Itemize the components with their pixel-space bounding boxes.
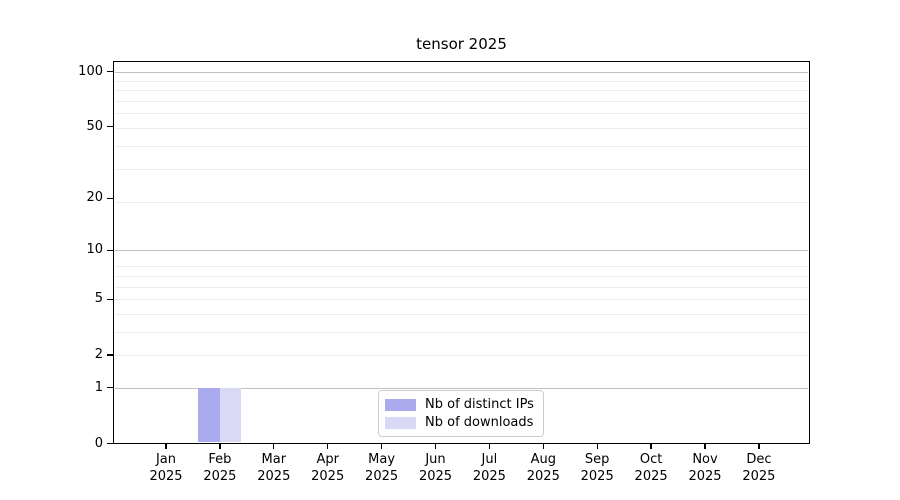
x-tick-mark [650, 443, 652, 449]
x-tick-label-month: Jan [155, 451, 177, 467]
y-tick-label: 0 [94, 435, 103, 451]
minor-gridline [115, 128, 808, 130]
x-tick-label: Feb 2025 [188, 451, 252, 485]
x-tick-label: Dec 2025 [727, 451, 791, 485]
minor-gridline [115, 146, 808, 148]
y-tick-label: 2 [94, 346, 103, 362]
legend-label-distinct-ips: Nb of distinct IPs [425, 397, 534, 412]
x-tick-label: Jan 2025 [134, 451, 198, 485]
x-tick-label: Jul 2025 [457, 451, 521, 485]
minor-gridline [115, 202, 808, 203]
x-tick-label: Sep 2025 [565, 451, 629, 485]
chart-title: tensor 2025 [416, 35, 507, 53]
minor-gridline [115, 80, 808, 82]
x-tick-label-month: Jun [425, 451, 446, 467]
x-tick-label: Oct 2025 [619, 451, 683, 485]
x-tick-label-year: 2025 [311, 468, 345, 484]
x-tick-label-month: Aug [530, 451, 556, 467]
x-tick-label-month: Nov [692, 451, 718, 467]
x-tick-label: Jun 2025 [404, 451, 468, 485]
x-tick-mark [327, 443, 329, 449]
x-tick-label-month: Mar [261, 451, 287, 467]
bar-distinct-ips [198, 387, 220, 442]
x-tick-label-year: 2025 [149, 468, 183, 484]
y-tick-mark [106, 442, 113, 445]
y-tick-label: 10 [86, 242, 103, 258]
minor-gridline [115, 331, 808, 333]
x-tick-label-year: 2025 [418, 468, 453, 484]
x-tick-mark [434, 443, 437, 449]
x-tick-label-year: 2025 [203, 468, 237, 484]
x-tick-mark [596, 443, 598, 449]
minor-gridline [115, 354, 808, 356]
minor-gridline [115, 266, 808, 268]
y-tick-mark [106, 125, 113, 128]
x-tick-label-month: Feb [208, 451, 232, 467]
x-tick-label-month: Jul [481, 451, 498, 467]
y-tick-mark [106, 249, 113, 251]
x-tick-mark [704, 443, 706, 449]
x-tick-label-year: 2025 [580, 468, 614, 484]
x-tick-label-year: 2025 [634, 468, 668, 484]
x-tick-label-year: 2025 [526, 468, 560, 484]
minor-gridline [115, 286, 808, 288]
major-gridline [115, 250, 808, 252]
x-tick-label-year: 2025 [742, 468, 776, 484]
y-tick-label: 1 [94, 379, 103, 395]
x-tick-label-month: Dec [746, 451, 772, 467]
x-tick-label: Mar 2025 [242, 451, 306, 485]
legend-label-downloads: Nb of downloads [425, 415, 534, 430]
x-tick-label-month: Oct [639, 451, 663, 467]
major-gridline [115, 387, 808, 389]
x-tick-label-month: May [368, 451, 396, 467]
legend-item-distinct-ips: Nb of distinct IPs [385, 397, 543, 412]
minor-gridline [115, 169, 808, 171]
y-tick-mark [106, 387, 113, 389]
x-tick-label-month: Apr [316, 451, 339, 467]
major-gridline [115, 71, 808, 73]
plot-area [113, 61, 810, 444]
x-tick-label: May 2025 [350, 451, 414, 485]
x-tick-mark [542, 443, 544, 449]
x-tick-label-month: Sep [584, 451, 610, 467]
x-tick-mark [758, 443, 760, 449]
x-tick-mark [219, 443, 221, 449]
y-tick-mark [106, 298, 113, 300]
x-tick-label: Aug 2025 [511, 451, 575, 485]
y-tick-mark [106, 197, 113, 199]
x-tick-mark [381, 443, 383, 449]
y-tick-label: 50 [86, 118, 103, 134]
x-tick-label: Apr 2025 [296, 451, 360, 485]
y-tick-label: 5 [94, 291, 103, 307]
y-tick-label: 100 [78, 63, 103, 79]
bar-downloads [219, 387, 242, 442]
x-tick-label-year: 2025 [688, 468, 722, 484]
minor-gridline [115, 275, 808, 277]
y-tick-mark [106, 70, 113, 73]
x-tick-mark [488, 443, 491, 449]
x-tick-label: Nov 2025 [673, 451, 737, 485]
minor-gridline [115, 299, 808, 301]
minor-gridline [115, 313, 808, 315]
x-tick-label-year: 2025 [365, 468, 399, 484]
minor-gridline [115, 101, 808, 102]
y-tick-mark [106, 354, 113, 356]
legend-swatch-distinct-ips-icon [385, 398, 416, 411]
minor-gridline [115, 90, 808, 92]
y-tick-label: 20 [86, 190, 103, 206]
legend-item-downloads: Nb of downloads [385, 415, 543, 430]
x-tick-mark [273, 443, 275, 449]
x-tick-mark [165, 443, 167, 449]
legend: Nb of distinct IPs Nb of downloads [378, 390, 544, 437]
x-tick-label-year: 2025 [472, 468, 506, 484]
x-tick-label-year: 2025 [257, 468, 291, 484]
minor-gridline [115, 113, 808, 115]
legend-swatch-downloads-icon [385, 416, 416, 429]
